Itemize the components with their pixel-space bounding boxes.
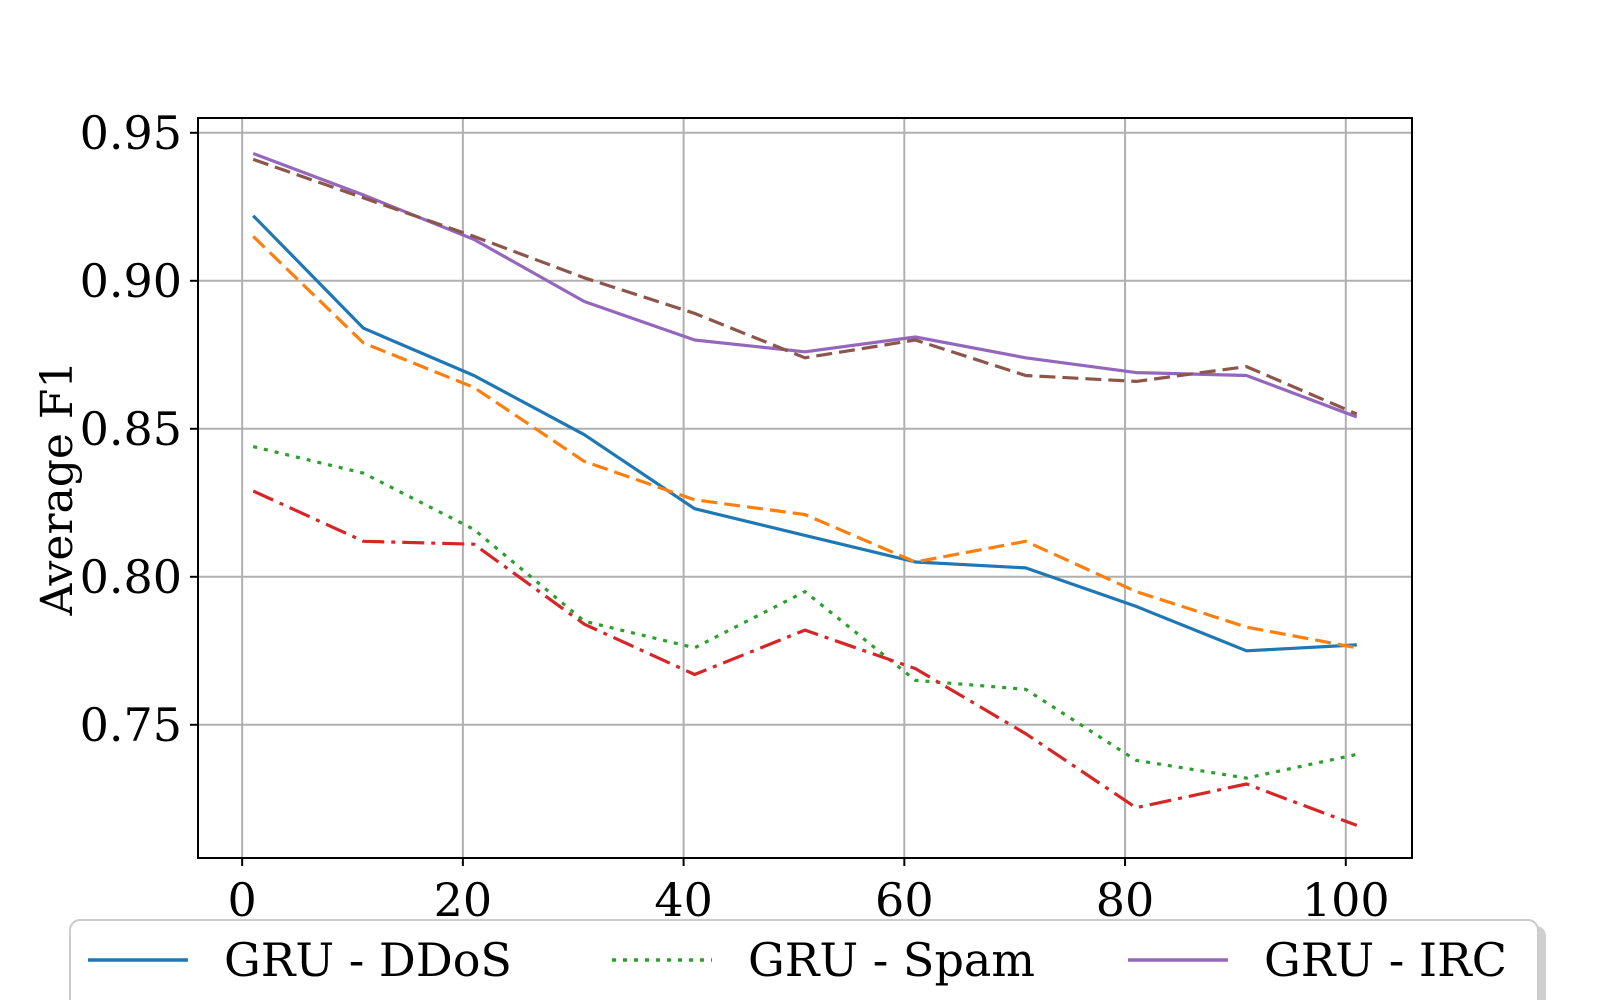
y-tick-label: 0.95 [80, 106, 182, 160]
legend-label-1: GRU - DDoS [224, 933, 512, 987]
series-line-2 [252, 235, 1358, 650]
x-tick-label: 100 [1302, 873, 1390, 927]
x-tick-label: 20 [434, 873, 493, 927]
plot-area-frame [197, 117, 1413, 859]
series-line-3 [252, 445, 1358, 780]
series-lines [252, 152, 1358, 827]
x-tick-label: 40 [654, 873, 713, 927]
x-tick-label: 60 [875, 873, 934, 927]
legend-box [69, 919, 1539, 1000]
x-tick-label: 0 [228, 873, 257, 927]
y-tick-label: 0.80 [80, 550, 182, 604]
axis-ticks: 0 20 40 60 80 100 0.75 0.80 0.85 0.90 0.95 [80, 106, 1390, 927]
y-tick-label: 0.90 [80, 254, 182, 308]
series-line-4 [252, 489, 1358, 827]
x-tick-label: 80 [1096, 873, 1155, 927]
grid [198, 118, 1412, 858]
legend: GRU - DDoS GRU - Spam GRU - IRC [69, 919, 1546, 1000]
series-line-5 [252, 152, 1358, 419]
y-tick-label: 0.75 [80, 698, 182, 752]
legend-label-3: GRU - IRC [1264, 933, 1507, 987]
legend-label-2: GRU - Spam [748, 933, 1035, 987]
legend-items: GRU - DDoS GRU - Spam GRU - IRC [88, 933, 1507, 987]
y-axis-label: Average F1 [32, 361, 83, 617]
series-line-6 [252, 157, 1358, 416]
y-tick-label: 0.85 [80, 402, 182, 456]
series-line-1 [252, 214, 1357, 653]
